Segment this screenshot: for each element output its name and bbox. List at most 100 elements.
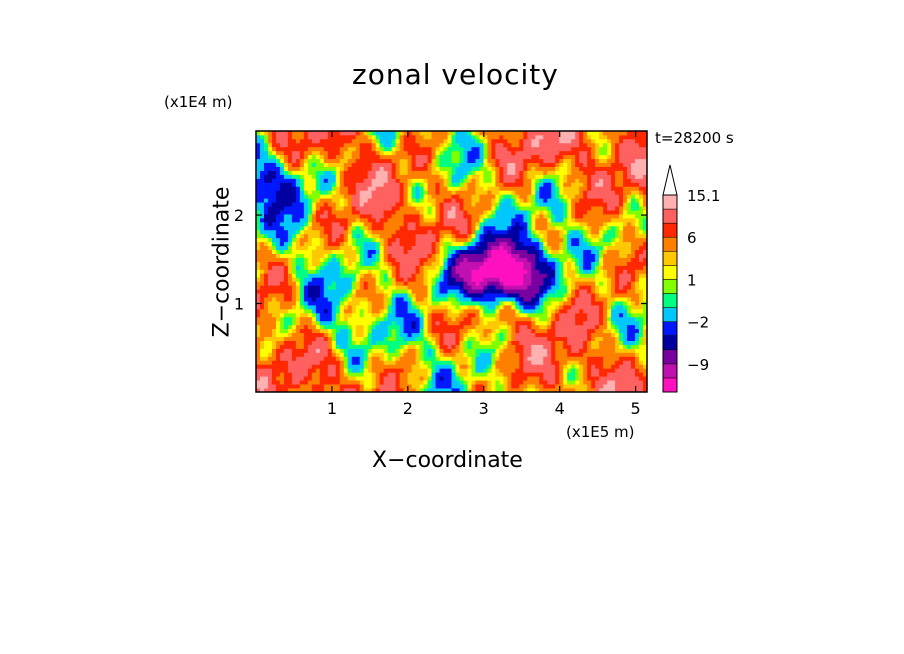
field-cell bbox=[539, 360, 544, 365]
field-cell bbox=[359, 388, 365, 393]
field-cell bbox=[519, 344, 524, 349]
field-cell bbox=[359, 344, 365, 349]
field-cell bbox=[431, 364, 436, 369]
field-cell bbox=[551, 328, 556, 334]
field-cell bbox=[503, 186, 508, 191]
field-cell bbox=[283, 344, 289, 349]
field-cell bbox=[311, 229, 317, 235]
field-cell bbox=[256, 225, 261, 231]
field-cell bbox=[551, 198, 556, 203]
field-cell bbox=[515, 332, 520, 338]
field-cell bbox=[327, 316, 333, 322]
field-cell bbox=[467, 320, 472, 326]
field-cell bbox=[367, 150, 373, 156]
field-cell bbox=[467, 241, 472, 247]
field-cell bbox=[411, 285, 416, 290]
field-cell bbox=[275, 131, 281, 136]
field-cell bbox=[371, 174, 377, 179]
field-cell bbox=[267, 170, 273, 175]
field-cell bbox=[523, 360, 528, 365]
field-cell bbox=[551, 372, 556, 377]
field-cell bbox=[363, 332, 369, 338]
field-cell bbox=[331, 245, 337, 251]
field-cell bbox=[355, 131, 361, 136]
field-cell bbox=[335, 332, 341, 338]
field-cell bbox=[507, 142, 512, 148]
field-cell bbox=[507, 364, 512, 369]
field-cell bbox=[479, 281, 484, 286]
field-cell bbox=[275, 178, 281, 183]
field-cell bbox=[299, 237, 305, 243]
field-cell bbox=[475, 142, 480, 148]
field-cell bbox=[363, 170, 369, 175]
field-cell bbox=[347, 289, 353, 294]
field-cell bbox=[319, 174, 325, 179]
field-cell bbox=[371, 245, 377, 251]
field-cell bbox=[459, 277, 464, 282]
field-cell bbox=[519, 320, 524, 326]
field-cell bbox=[439, 174, 444, 179]
field-cell bbox=[555, 241, 560, 247]
field-cell bbox=[399, 297, 405, 302]
field-cell bbox=[543, 131, 548, 136]
field-cell bbox=[271, 265, 277, 270]
field-cell bbox=[279, 324, 285, 330]
field-cell bbox=[319, 372, 325, 377]
field-cell bbox=[479, 166, 484, 171]
field-cell bbox=[459, 265, 464, 270]
field-cell bbox=[419, 170, 424, 175]
field-cell bbox=[275, 198, 281, 203]
field-cell bbox=[483, 245, 488, 251]
field-cell bbox=[411, 241, 416, 247]
field-cell bbox=[423, 269, 428, 274]
field-cell bbox=[423, 182, 428, 187]
field-cell bbox=[263, 202, 269, 207]
field-cell bbox=[295, 150, 301, 156]
field-cell bbox=[403, 269, 409, 274]
field-cell bbox=[499, 249, 504, 254]
field-cell bbox=[455, 134, 460, 140]
field-cell bbox=[539, 174, 544, 179]
field-cell bbox=[511, 142, 516, 148]
field-cell bbox=[303, 312, 309, 318]
field-cell bbox=[339, 178, 345, 183]
field-cell bbox=[367, 249, 373, 254]
field-cell bbox=[403, 150, 409, 156]
field-cell bbox=[367, 225, 373, 231]
field-cell bbox=[323, 305, 329, 310]
field-cell bbox=[555, 360, 560, 365]
field-cell bbox=[543, 356, 548, 361]
field-cell bbox=[371, 206, 377, 211]
field-cell bbox=[471, 293, 476, 298]
field-cell bbox=[291, 131, 297, 136]
field-cell bbox=[475, 308, 480, 314]
field-cell bbox=[335, 221, 341, 227]
field-cell bbox=[283, 328, 289, 334]
field-cell bbox=[443, 261, 448, 266]
field-cell bbox=[431, 190, 436, 195]
field-cell bbox=[443, 320, 448, 326]
field-cell bbox=[259, 261, 265, 266]
field-cell bbox=[511, 368, 516, 373]
field-cell bbox=[295, 158, 301, 164]
field-cell bbox=[515, 154, 520, 160]
field-cell bbox=[283, 229, 289, 235]
field-cell bbox=[279, 305, 285, 310]
field-cell bbox=[519, 368, 524, 373]
field-cell bbox=[547, 289, 552, 294]
field-cell bbox=[263, 241, 269, 247]
field-cell bbox=[343, 285, 349, 290]
field-cell bbox=[391, 332, 397, 338]
field-cell bbox=[299, 273, 305, 278]
field-cell bbox=[539, 134, 544, 140]
field-cell bbox=[403, 194, 409, 199]
field-cell bbox=[483, 308, 488, 314]
field-cell bbox=[307, 308, 313, 314]
field-cell bbox=[351, 142, 357, 148]
field-cell bbox=[395, 253, 401, 258]
field-cell bbox=[395, 182, 401, 187]
field-cell bbox=[475, 388, 480, 393]
field-cell bbox=[331, 281, 337, 286]
field-cell bbox=[459, 269, 464, 274]
field-cell bbox=[411, 162, 416, 167]
